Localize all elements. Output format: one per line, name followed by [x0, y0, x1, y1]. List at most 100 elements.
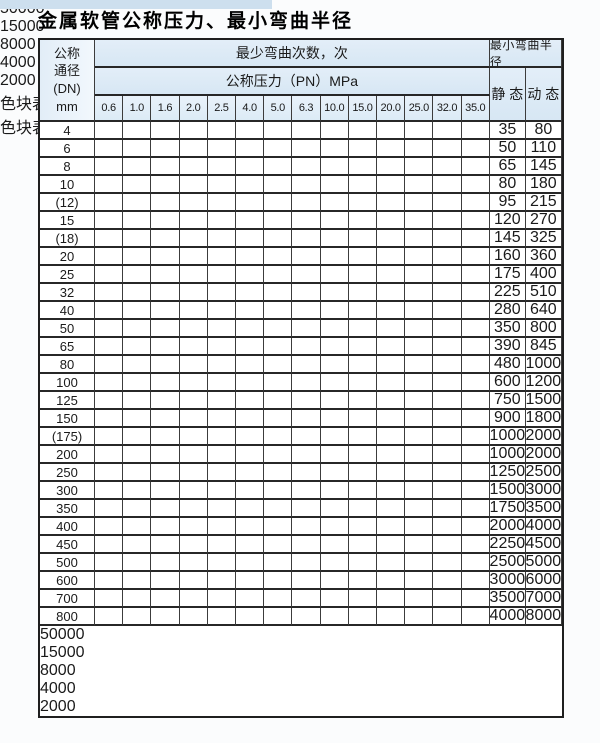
spec-cell [292, 284, 321, 302]
no-spec-cell [348, 356, 378, 374]
spec-cell [292, 140, 321, 158]
spec-cell [207, 122, 237, 140]
spec-cell [292, 176, 321, 194]
no-spec-cell [405, 392, 434, 410]
no-spec-cell [461, 194, 490, 212]
no-spec-cell [461, 446, 490, 464]
dynamic-radius-cell: 2500 [525, 464, 562, 482]
spec-cell [179, 374, 208, 392]
spec-cell [95, 464, 124, 482]
no-spec-cell [461, 266, 490, 284]
spec-cell [236, 194, 265, 212]
spec-cell [95, 482, 124, 500]
static-radius-cell: 1750 [489, 500, 526, 518]
no-spec-cell [433, 230, 462, 248]
spec-cell [95, 500, 124, 518]
static-radius-cell: 1250 [489, 464, 526, 482]
spec-cell [236, 266, 265, 284]
region-label-15000: 15000 [40, 644, 85, 661]
no-spec-cell [461, 284, 490, 302]
spec-cell [123, 518, 152, 536]
no-spec-cell [377, 518, 406, 536]
no-spec-cell [179, 608, 208, 626]
static-radius-cell: 145 [489, 230, 526, 248]
pressure-tick: 15.0 [348, 96, 378, 122]
no-spec-cell [292, 356, 321, 374]
dynamic-radius-cell: 2000 [525, 446, 562, 464]
spec-cell [123, 302, 152, 320]
no-spec-cell [348, 572, 378, 590]
no-spec-cell [405, 230, 434, 248]
spec-cell [123, 374, 152, 392]
spec-cell [123, 122, 152, 140]
static-radius-cell: 3500 [489, 590, 526, 608]
dn-cell: 100 [40, 374, 95, 392]
spec-cell [151, 320, 180, 338]
dn-cell: 500 [40, 554, 95, 572]
static-radius-cell: 2250 [489, 536, 526, 554]
no-spec-cell [433, 212, 462, 230]
no-spec-cell [348, 554, 378, 572]
dynamic-radius-cell: 110 [525, 140, 562, 158]
no-spec-cell [405, 320, 434, 338]
spec-cell [151, 248, 180, 266]
no-spec-cell [405, 410, 434, 428]
spec-cell [179, 338, 208, 356]
spec-cell [377, 158, 406, 176]
region-label-8000: 8000 [40, 662, 76, 679]
no-spec-cell [264, 500, 293, 518]
spec-cell [377, 212, 406, 230]
no-spec-cell [405, 482, 434, 500]
no-spec-cell [461, 176, 490, 194]
spec-cell [348, 140, 378, 158]
spec-cell [151, 446, 180, 464]
no-spec-cell [377, 392, 406, 410]
spec-cell [320, 266, 349, 284]
spec-cell [320, 230, 349, 248]
no-spec-cell [292, 446, 321, 464]
spec-cell [179, 248, 208, 266]
no-spec-cell [461, 230, 490, 248]
spec-cell [123, 572, 152, 590]
no-spec-cell [377, 338, 406, 356]
no-spec-cell [236, 608, 265, 626]
spec-cell [292, 302, 321, 320]
no-spec-cell [320, 572, 349, 590]
spec-cell [179, 464, 208, 482]
static-radius-cell: 390 [489, 338, 526, 356]
spec-cell [123, 446, 152, 464]
no-spec-cell [348, 428, 378, 446]
no-spec-cell [461, 608, 490, 626]
static-radius-cell: 750 [489, 392, 526, 410]
spec-cell [207, 554, 237, 572]
dn-cell: (175) [40, 428, 95, 446]
no-spec-cell [320, 338, 349, 356]
spec-cell [123, 428, 152, 446]
no-spec-cell [264, 374, 293, 392]
spec-cell [207, 302, 237, 320]
pressure-tick: 2.0 [179, 96, 208, 122]
spec-cell [151, 284, 180, 302]
no-spec-cell [292, 428, 321, 446]
spec-cell [236, 482, 265, 500]
spec-cell [123, 482, 152, 500]
no-spec-cell [433, 446, 462, 464]
spec-cell [207, 356, 237, 374]
static-radius-cell: 900 [489, 410, 526, 428]
static-radius-cell: 1000 [489, 428, 526, 446]
no-spec-cell [461, 482, 490, 500]
spec-cell [151, 122, 180, 140]
no-spec-cell [433, 356, 462, 374]
spec-cell [179, 572, 208, 590]
spec-cell [207, 248, 237, 266]
no-spec-cell [433, 590, 462, 608]
spec-cell [95, 194, 124, 212]
spec-cell [207, 338, 237, 356]
spec-cell [405, 140, 434, 158]
spec-cell [179, 140, 208, 158]
no-spec-cell [405, 446, 434, 464]
spec-cell [179, 122, 208, 140]
spec-cell [151, 590, 180, 608]
no-spec-cell [405, 428, 434, 446]
no-spec-cell [405, 302, 434, 320]
